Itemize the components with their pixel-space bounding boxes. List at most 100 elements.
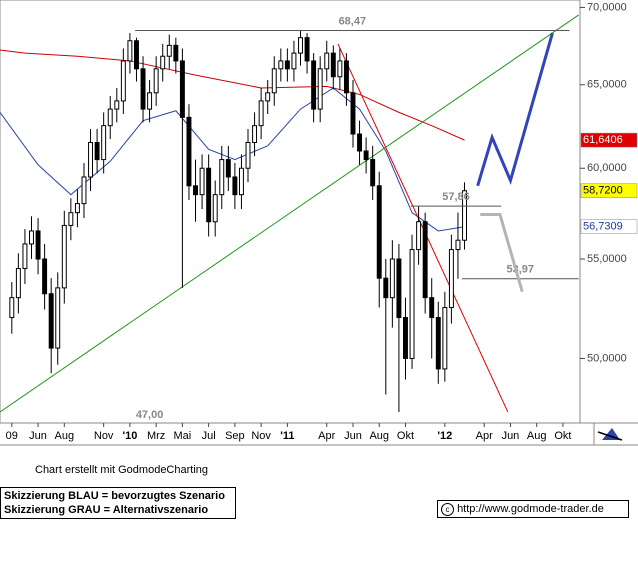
x-tick-label: Jul (202, 430, 216, 442)
level-label: 57,86 (442, 191, 470, 203)
candle-body (232, 176, 238, 196)
y-tick-label: 50,0000 (587, 352, 627, 364)
plot-layer: 68,47 57,86 53,97 47,00 (0, 14, 579, 421)
x-tick-label: Mrz (147, 430, 165, 442)
y-tick-label: 70,0000 (587, 1, 627, 13)
candle-body (278, 60, 284, 70)
candle-body (298, 37, 303, 54)
scenario-legend: Skizzierung BLAU = bevorzugtes Szenario … (0, 487, 236, 519)
price-box (580, 219, 638, 234)
y-tick-label: 65,0000 (587, 79, 627, 91)
candle-body (462, 190, 467, 241)
candle-body (265, 92, 271, 102)
candle-body (74, 203, 80, 214)
x-tick-label: Mai (174, 430, 192, 442)
y-tick-label: 55,0000 (587, 253, 627, 265)
candle-body (42, 258, 48, 295)
candle-body (160, 55, 166, 70)
candle-body (238, 167, 244, 196)
plot-area (0, 0, 581, 424)
candle-body (422, 221, 428, 299)
candle-body (389, 258, 395, 299)
candle-body (337, 60, 343, 78)
candle-body (9, 297, 15, 319)
candle-body (166, 44, 172, 57)
legend-line: Skizzierung GRAU = Alternativszenario (4, 504, 209, 516)
candle-body (61, 224, 67, 289)
legend-line: Skizzierung BLAU = bevorzugtes Szenario (4, 490, 225, 502)
x-tick-label: '10 (122, 430, 137, 442)
price-box (580, 132, 638, 148)
candle-body (396, 258, 402, 319)
x-tick-label: Nov (94, 430, 114, 442)
credit: Chart erstellt mit GodmodeCharting (35, 464, 209, 476)
copyright-icon: c (441, 502, 454, 516)
y-tick-label: 60,0000 (587, 162, 627, 174)
candle-body (29, 230, 34, 245)
indicator-line (0, 14, 579, 413)
candle-body (153, 68, 159, 94)
candle-body (179, 60, 185, 118)
candle-body (48, 293, 54, 349)
candle-body (357, 133, 363, 152)
candle-body (311, 60, 317, 110)
x-tick-label: Aug (55, 430, 75, 442)
x-tick-label: Nov (251, 430, 271, 442)
candle-body (448, 249, 454, 309)
candle-body (199, 167, 205, 196)
candle-body (114, 100, 120, 110)
candle-body (252, 125, 258, 143)
candle-body (271, 68, 277, 94)
level-label: 68,47 (339, 15, 367, 27)
candle-body (107, 108, 113, 127)
x-tick-label: '11 (280, 430, 294, 442)
candle-body (22, 243, 28, 270)
logo-icon (597, 428, 623, 441)
candle-body (212, 194, 218, 223)
candle-body (435, 317, 441, 370)
candle-body (15, 268, 21, 299)
x-tick-label: Aug (369, 430, 389, 442)
x-tick-label: Aug (527, 430, 547, 442)
candle-body (343, 60, 349, 94)
x-tick-label: Sep (225, 430, 245, 442)
candle-body (376, 185, 382, 279)
low-label: 47,00 (136, 409, 164, 421)
candle-body (350, 92, 356, 135)
candle-body (324, 52, 330, 70)
candle-body (55, 287, 61, 349)
candle-body (140, 68, 146, 110)
candle-body (186, 116, 192, 187)
candle-body (101, 125, 107, 161)
candle-body (370, 159, 376, 187)
candle-body (429, 297, 435, 319)
x-tick-label: Jun (502, 430, 520, 442)
candle-body (284, 60, 290, 70)
candle-body (94, 141, 100, 161)
candle-body (363, 150, 369, 161)
candle-body (383, 277, 389, 299)
candle-body (68, 212, 74, 226)
x-tick-label: Apr (318, 430, 335, 442)
candle-body (147, 92, 153, 110)
candle-body (88, 141, 94, 178)
x-tick-label: Okt (554, 430, 571, 442)
url-box[interactable]: c http://www.godmode-trader.de (437, 500, 629, 518)
chart: 68,47 57,86 53,97 47,00 50,0000 55,0000 60,00… (0, 0, 638, 446)
candle-body (455, 239, 461, 251)
candle-body (304, 37, 310, 62)
x-tick-label: Okt (397, 430, 414, 442)
candle-body (127, 40, 133, 62)
price-label: 56,7309 (583, 221, 623, 233)
url[interactable]: http://www.godmode-trader.de (457, 503, 604, 515)
scenario-line (480, 212, 524, 293)
x-tick-label: Apr (476, 430, 493, 442)
candle-body (330, 52, 336, 78)
x-tick-label: '12 (437, 430, 452, 442)
candle-body (120, 60, 126, 102)
candle-body (258, 100, 264, 127)
candle-body (219, 159, 225, 196)
candle-body (225, 159, 231, 178)
candle-body (245, 141, 251, 169)
